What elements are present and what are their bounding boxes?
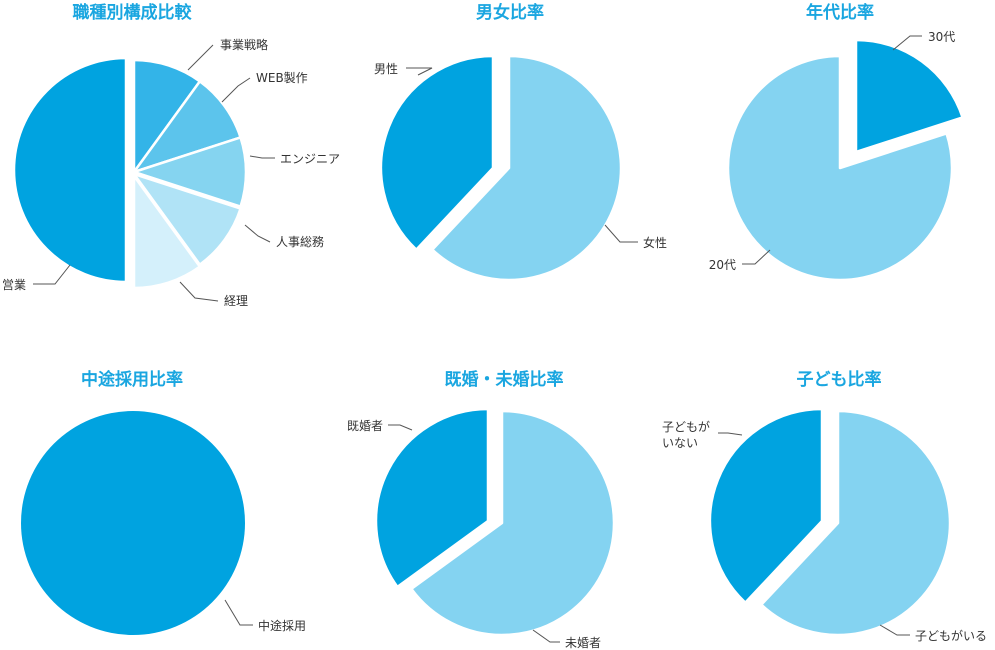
- slice-label: WEB製作: [256, 71, 308, 85]
- leader-line: [224, 599, 253, 626]
- slice-label: 経理: [224, 294, 248, 308]
- leader-line: [388, 424, 413, 431]
- chart-title: 職種別構成比較: [73, 2, 193, 23]
- leader-line: [892, 35, 922, 51]
- pie-slice: [374, 407, 490, 589]
- slice-label: 子どもがいる: [915, 628, 987, 643]
- pie-slice: [379, 54, 495, 251]
- chart-title: 年代比率: [806, 2, 874, 23]
- leader-line: [604, 224, 638, 243]
- leader-line: [718, 432, 743, 436]
- pie-slice: [132, 174, 202, 290]
- pie-slice: [431, 54, 623, 282]
- slice-label: 女性: [643, 235, 667, 250]
- pie-slice: [12, 56, 128, 284]
- slice-label: 30代: [928, 30, 955, 44]
- chart-title: 中途採用比率: [81, 369, 183, 390]
- leader-line: [244, 224, 271, 243]
- slice-label: 人事総務: [276, 235, 324, 249]
- pie-slice: [760, 409, 952, 637]
- leader-line: [879, 624, 910, 636]
- leader-line: [249, 155, 275, 159]
- leader-line: [33, 264, 71, 285]
- slice-label: 営業: [2, 278, 26, 292]
- chart-title: 既婚・未婚比率: [445, 369, 564, 390]
- leader-line: [187, 44, 214, 71]
- slice-label: 中途採用: [258, 618, 306, 633]
- leader-line: [179, 281, 219, 302]
- pie-slice: [21, 411, 245, 635]
- pie-slice: [726, 54, 954, 282]
- slice-label: 子どもがいない: [662, 419, 710, 450]
- pie-chart-3: 年代比率 30代 20代: [709, 2, 964, 282]
- leader-line: [742, 249, 771, 265]
- pie-slice: [132, 136, 248, 208]
- slice-label: 男性: [374, 62, 398, 76]
- pie-slice: [854, 38, 964, 154]
- chart-title: 男女比率: [476, 2, 544, 23]
- slice-label: 事業戦略: [220, 37, 268, 52]
- leader-line: [406, 67, 433, 76]
- leader-line: [221, 77, 251, 103]
- slice-label: 未婚者: [565, 636, 601, 650]
- pie-slice: [708, 407, 824, 604]
- chart-title: 子ども比率: [797, 369, 882, 390]
- slice-label: エンジニア: [280, 152, 340, 166]
- slice-label: 20代: [709, 258, 736, 272]
- leader-line: [532, 629, 560, 643]
- slice-label: 既婚者: [347, 419, 383, 433]
- pie-slice: [410, 409, 616, 637]
